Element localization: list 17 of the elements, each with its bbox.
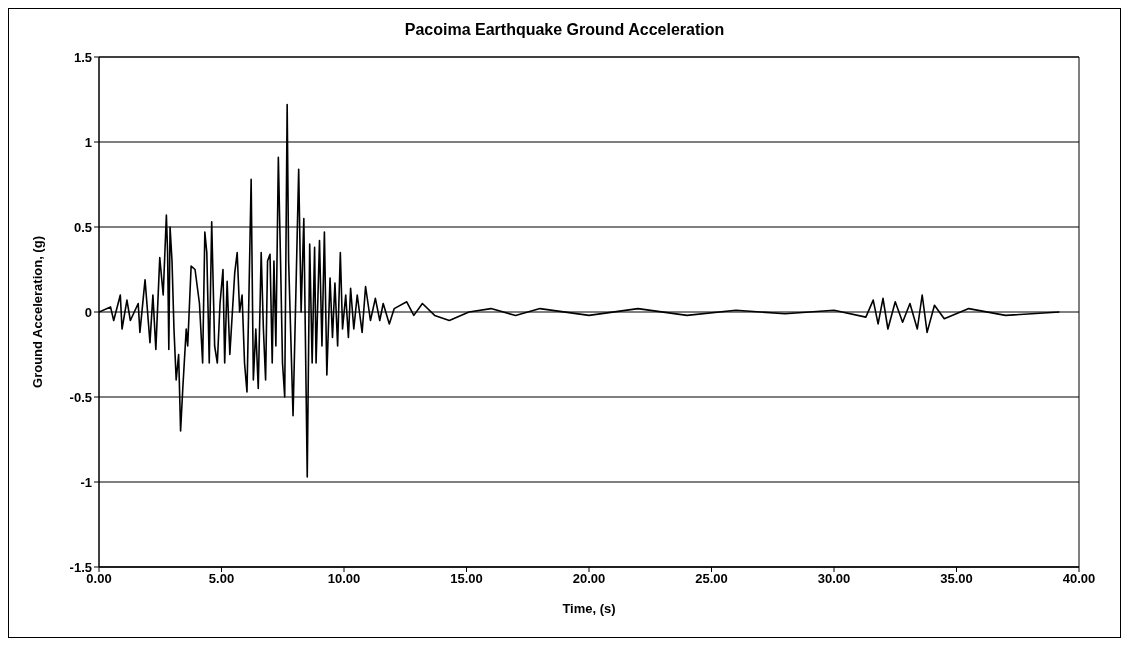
- x-tick-label: 20.00: [572, 571, 606, 587]
- x-tick-label: 25.00: [695, 571, 728, 587]
- x-tick-label: 5.00: [208, 571, 235, 587]
- x-tick-label: 35.00: [940, 571, 973, 587]
- x-tick-label: 10.00: [327, 571, 361, 587]
- x-tick-label: 30.00: [817, 571, 851, 587]
- x-tick-label: 15.00: [450, 571, 483, 587]
- y-axis-title: Ground Acceleration, (g): [29, 236, 45, 388]
- y-tick-label: 1: [84, 134, 92, 150]
- y-tick-label: -1: [80, 474, 92, 490]
- y-tick-label: 0.5: [73, 219, 92, 235]
- x-axis-title: Time, (s): [562, 601, 616, 616]
- y-tick-label: -0.5: [69, 389, 92, 405]
- y-tick-label: 1.5: [73, 49, 92, 65]
- x-tick-label: 40.00: [1062, 571, 1096, 587]
- chart-title: Pacoima Earthquake Ground Acceleration: [403, 20, 726, 39]
- y-tick-label: 0: [84, 304, 92, 320]
